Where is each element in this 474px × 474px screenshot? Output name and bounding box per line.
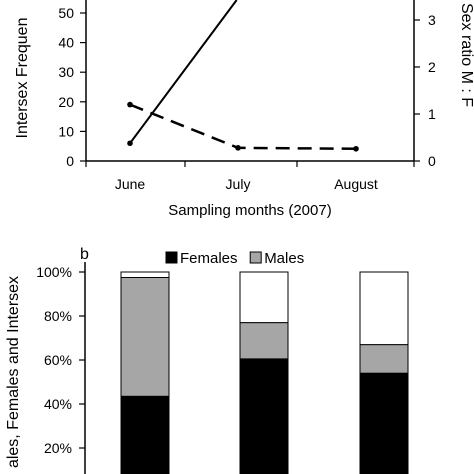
y-tick-label-left: 50: [58, 5, 74, 21]
y-axis-label-left: Intersex Frequen: [14, 18, 31, 139]
bar-segment: [239, 358, 289, 474]
data-point: [353, 145, 359, 152]
bar-segment: [239, 271, 289, 324]
y-tick-label: 20%: [44, 440, 72, 456]
y-tick-label: 40%: [44, 396, 72, 412]
y-tick-label-right: 1: [428, 106, 436, 122]
bar-segment: [239, 322, 289, 360]
y-tick-label-left: 30: [58, 64, 74, 80]
bar-segment: [359, 372, 409, 474]
y-tick-label-right: 0: [428, 153, 436, 169]
y-tick-label-left: 0: [66, 153, 74, 169]
y-tick-label: 60%: [44, 352, 72, 368]
data-point: [127, 101, 133, 108]
y-axis-label-right: Sex ratio M : F: [458, 3, 474, 107]
legend: Females Males: [165, 250, 304, 267]
stacked-bar-panel: b ales, Females and Intersex 20% 40% 60% 80…: [5, 246, 409, 474]
data-point: [127, 140, 133, 147]
y-tick-label-left: 20: [58, 94, 74, 110]
y-tick-label-right: 3: [428, 12, 436, 28]
legend-swatch: [165, 251, 178, 264]
y-axis-label: ales, Females and Intersex: [5, 276, 22, 468]
line-chart-panel: Intersex Frequen Sex ratio M : F 0102030…: [14, 0, 474, 219]
x-tick-label: July: [226, 176, 251, 192]
y-tick-label: 100%: [36, 264, 72, 280]
x-tick-label: August: [334, 176, 378, 192]
legend-swatch: [249, 251, 262, 264]
bar-segment: [120, 271, 170, 278]
y-tick-label-left: 40: [58, 35, 74, 51]
y-tick-label-right: 2: [428, 59, 436, 75]
legend-label: Females: [180, 250, 238, 267]
intersex-frequency-line: [129, 0, 238, 144]
bar-segment: [120, 395, 170, 474]
x-tick-label: June: [115, 176, 146, 192]
bar-segment: [359, 271, 409, 346]
data-point: [235, 145, 241, 151]
legend-label: Males: [264, 250, 304, 267]
panel-label-b: b: [80, 246, 89, 263]
x-axis-label: Sampling months (2007): [168, 202, 331, 219]
y-tick-label: 80%: [44, 308, 72, 324]
bar-segment: [120, 277, 170, 397]
sex-ratio-line: [129, 103, 357, 151]
bar-segment: [359, 344, 409, 374]
y-tick-label-left: 10: [58, 123, 74, 139]
